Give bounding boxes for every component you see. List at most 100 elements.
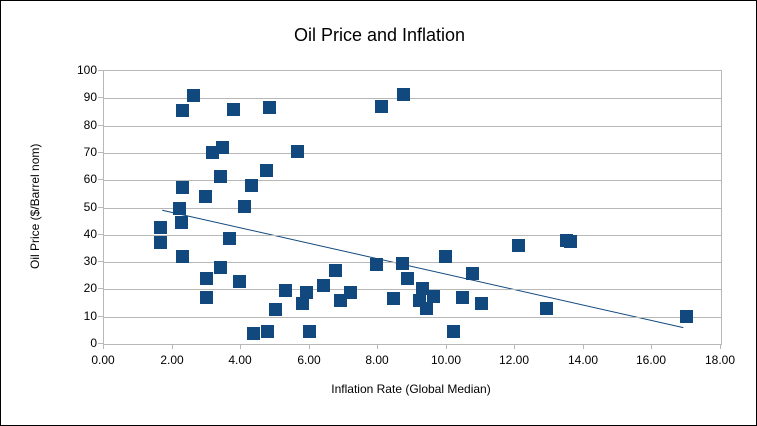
data-point[interactable] — [465, 266, 479, 280]
data-point[interactable] — [176, 180, 190, 194]
y-axis-tick — [98, 207, 103, 208]
data-point[interactable] — [426, 289, 440, 303]
data-point[interactable] — [539, 302, 553, 315]
data-point[interactable] — [176, 250, 190, 264]
y-axis-tick — [98, 97, 103, 98]
data-point[interactable] — [303, 325, 317, 339]
data-point[interactable] — [214, 169, 228, 183]
x-axis-tick-label: 12.00 — [498, 353, 530, 367]
y-axis-tick-label: 20 — [83, 281, 97, 295]
data-point[interactable] — [387, 292, 401, 306]
data-point[interactable] — [438, 250, 452, 264]
data-point[interactable] — [375, 99, 389, 113]
y-axis-tick — [98, 288, 103, 289]
data-point[interactable] — [344, 285, 358, 299]
data-point[interactable] — [174, 216, 188, 229]
data-point[interactable] — [172, 202, 186, 216]
data-point[interactable] — [400, 271, 414, 285]
x-axis-tick — [720, 344, 721, 349]
gridline — [104, 98, 721, 99]
y-axis-tick-label: 30 — [83, 254, 97, 268]
x-axis-tick — [377, 344, 378, 349]
x-axis-tick-label: 18.00 — [704, 353, 736, 367]
data-point[interactable] — [328, 263, 342, 277]
gridline — [104, 180, 721, 181]
data-point[interactable] — [395, 256, 409, 270]
data-point[interactable] — [261, 325, 275, 339]
data-point[interactable] — [176, 104, 190, 118]
x-axis-tick-label: 4.00 — [228, 353, 252, 367]
data-point[interactable] — [447, 325, 461, 339]
trendline-layer — [162, 209, 684, 329]
data-point[interactable] — [244, 179, 258, 193]
y-axis-tick-label: 70 — [83, 145, 97, 159]
data-point[interactable] — [232, 274, 246, 288]
x-axis-tick — [514, 344, 515, 349]
data-point[interactable] — [222, 232, 236, 246]
y-axis-tick-label: 80 — [83, 118, 97, 132]
trendline[interactable] — [162, 209, 684, 329]
y-axis-tick-label: 60 — [83, 172, 97, 186]
data-point[interactable] — [455, 291, 469, 305]
data-point[interactable] — [154, 221, 168, 235]
x-axis-tick-label: 0.00 — [91, 353, 115, 367]
data-point[interactable] — [416, 281, 430, 295]
data-point[interactable] — [238, 199, 252, 213]
data-point[interactable] — [563, 235, 577, 249]
y-axis-tick — [98, 343, 103, 344]
y-axis-tick — [98, 179, 103, 180]
x-axis-title: Inflation Rate (Global Median) — [331, 382, 491, 396]
data-point[interactable] — [370, 258, 383, 272]
data-point[interactable] — [512, 239, 526, 253]
x-axis-tick — [651, 344, 652, 349]
data-point[interactable] — [227, 102, 241, 116]
data-point[interactable] — [200, 271, 214, 285]
data-point[interactable] — [474, 296, 488, 310]
data-point[interactable] — [680, 310, 694, 324]
x-axis-tick — [103, 344, 104, 349]
gridline — [104, 317, 721, 318]
x-axis-tick-label: 2.00 — [160, 353, 184, 367]
data-point[interactable] — [419, 302, 433, 315]
data-point[interactable] — [268, 303, 282, 317]
data-point[interactable] — [214, 261, 228, 275]
data-point[interactable] — [316, 278, 330, 292]
x-axis-tick-label: 16.00 — [635, 353, 667, 367]
y-axis-tick-label: 50 — [83, 200, 97, 214]
x-axis-tick — [583, 344, 584, 349]
y-axis-tick — [98, 152, 103, 153]
data-point[interactable] — [296, 296, 310, 310]
data-point[interactable] — [198, 190, 212, 204]
data-point[interactable] — [247, 326, 261, 340]
data-point[interactable] — [334, 293, 348, 307]
x-axis-tick — [446, 344, 447, 349]
y-axis-tick-label: 0 — [90, 336, 97, 350]
y-axis-tick — [98, 234, 103, 235]
y-axis-tick — [98, 70, 103, 71]
x-axis-tick-label: 8.00 — [365, 353, 389, 367]
data-point[interactable] — [215, 140, 229, 154]
data-point[interactable] — [279, 284, 293, 298]
x-axis-tick — [172, 344, 173, 349]
y-axis-tick-label: 10 — [83, 309, 97, 323]
x-axis-tick-label: 6.00 — [297, 353, 321, 367]
data-point[interactable] — [262, 101, 276, 115]
data-point[interactable] — [260, 164, 274, 178]
data-point[interactable] — [397, 87, 411, 101]
gridline — [104, 208, 721, 209]
y-axis-tick — [98, 261, 103, 262]
data-point[interactable] — [200, 291, 214, 305]
data-point[interactable] — [154, 236, 168, 250]
x-axis-tick — [309, 344, 310, 349]
y-axis-tick-label: 100 — [76, 63, 97, 77]
y-axis-tick — [98, 316, 103, 317]
data-point[interactable] — [186, 89, 200, 103]
data-point[interactable] — [291, 145, 305, 159]
y-axis-tick — [98, 125, 103, 126]
data-point[interactable] — [299, 285, 313, 299]
x-axis-tick-label: 14.00 — [567, 353, 599, 367]
gridline — [104, 235, 721, 236]
gridline — [104, 262, 721, 263]
plot-area — [103, 70, 722, 345]
